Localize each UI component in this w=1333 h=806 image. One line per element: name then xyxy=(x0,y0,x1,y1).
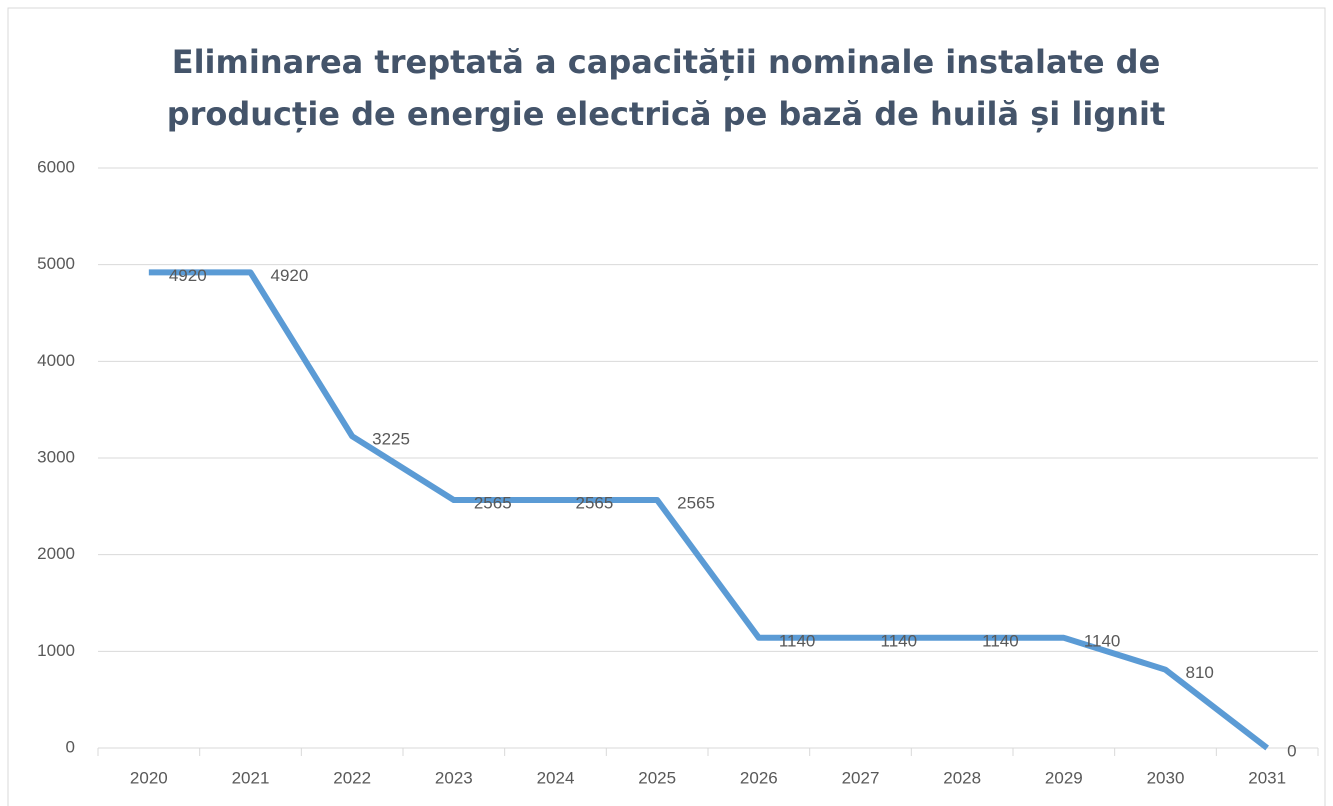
data-label: 4920 xyxy=(169,266,207,285)
data-label: 2565 xyxy=(474,494,512,513)
data-label: 0 xyxy=(1287,741,1296,760)
x-tick-label: 2028 xyxy=(943,768,981,787)
y-tick-label: 4000 xyxy=(37,351,75,370)
data-label: 4920 xyxy=(271,266,309,285)
y-tick-label: 3000 xyxy=(37,447,75,466)
x-tick-label: 2026 xyxy=(740,768,778,787)
data-label: 2565 xyxy=(576,494,614,513)
y-tick-label: 6000 xyxy=(37,157,75,176)
data-label: 1140 xyxy=(1084,631,1121,650)
x-tick-label: 2025 xyxy=(638,768,676,787)
data-label: 810 xyxy=(1186,663,1214,682)
x-tick-label: 2022 xyxy=(333,768,371,787)
x-tick-label: 2029 xyxy=(1045,768,1083,787)
x-tick-label: 2024 xyxy=(537,768,575,787)
line-series xyxy=(148,269,1269,751)
x-tick-label: 2020 xyxy=(130,768,168,787)
x-tick-label: 2030 xyxy=(1147,768,1185,787)
x-tick-label: 2023 xyxy=(435,768,473,787)
y-tick-label: 5000 xyxy=(37,254,75,273)
data-label: 1140 xyxy=(881,631,918,650)
data-label: 2565 xyxy=(677,494,715,513)
data-label: 3225 xyxy=(372,430,410,449)
chart-title: Eliminarea treptată a capacității nomina… xyxy=(166,43,1166,133)
data-label: 1140 xyxy=(982,631,1019,650)
y-tick-label: 1000 xyxy=(37,641,75,660)
y-tick-label: 0 xyxy=(66,737,75,756)
chart-border xyxy=(7,7,1326,806)
x-tick-label: 2021 xyxy=(232,768,270,787)
x-tick-label: 2027 xyxy=(842,768,880,787)
x-tick-label: 2031 xyxy=(1248,768,1286,787)
y-tick-label: 2000 xyxy=(37,544,75,563)
data-label: 1140 xyxy=(779,631,816,650)
